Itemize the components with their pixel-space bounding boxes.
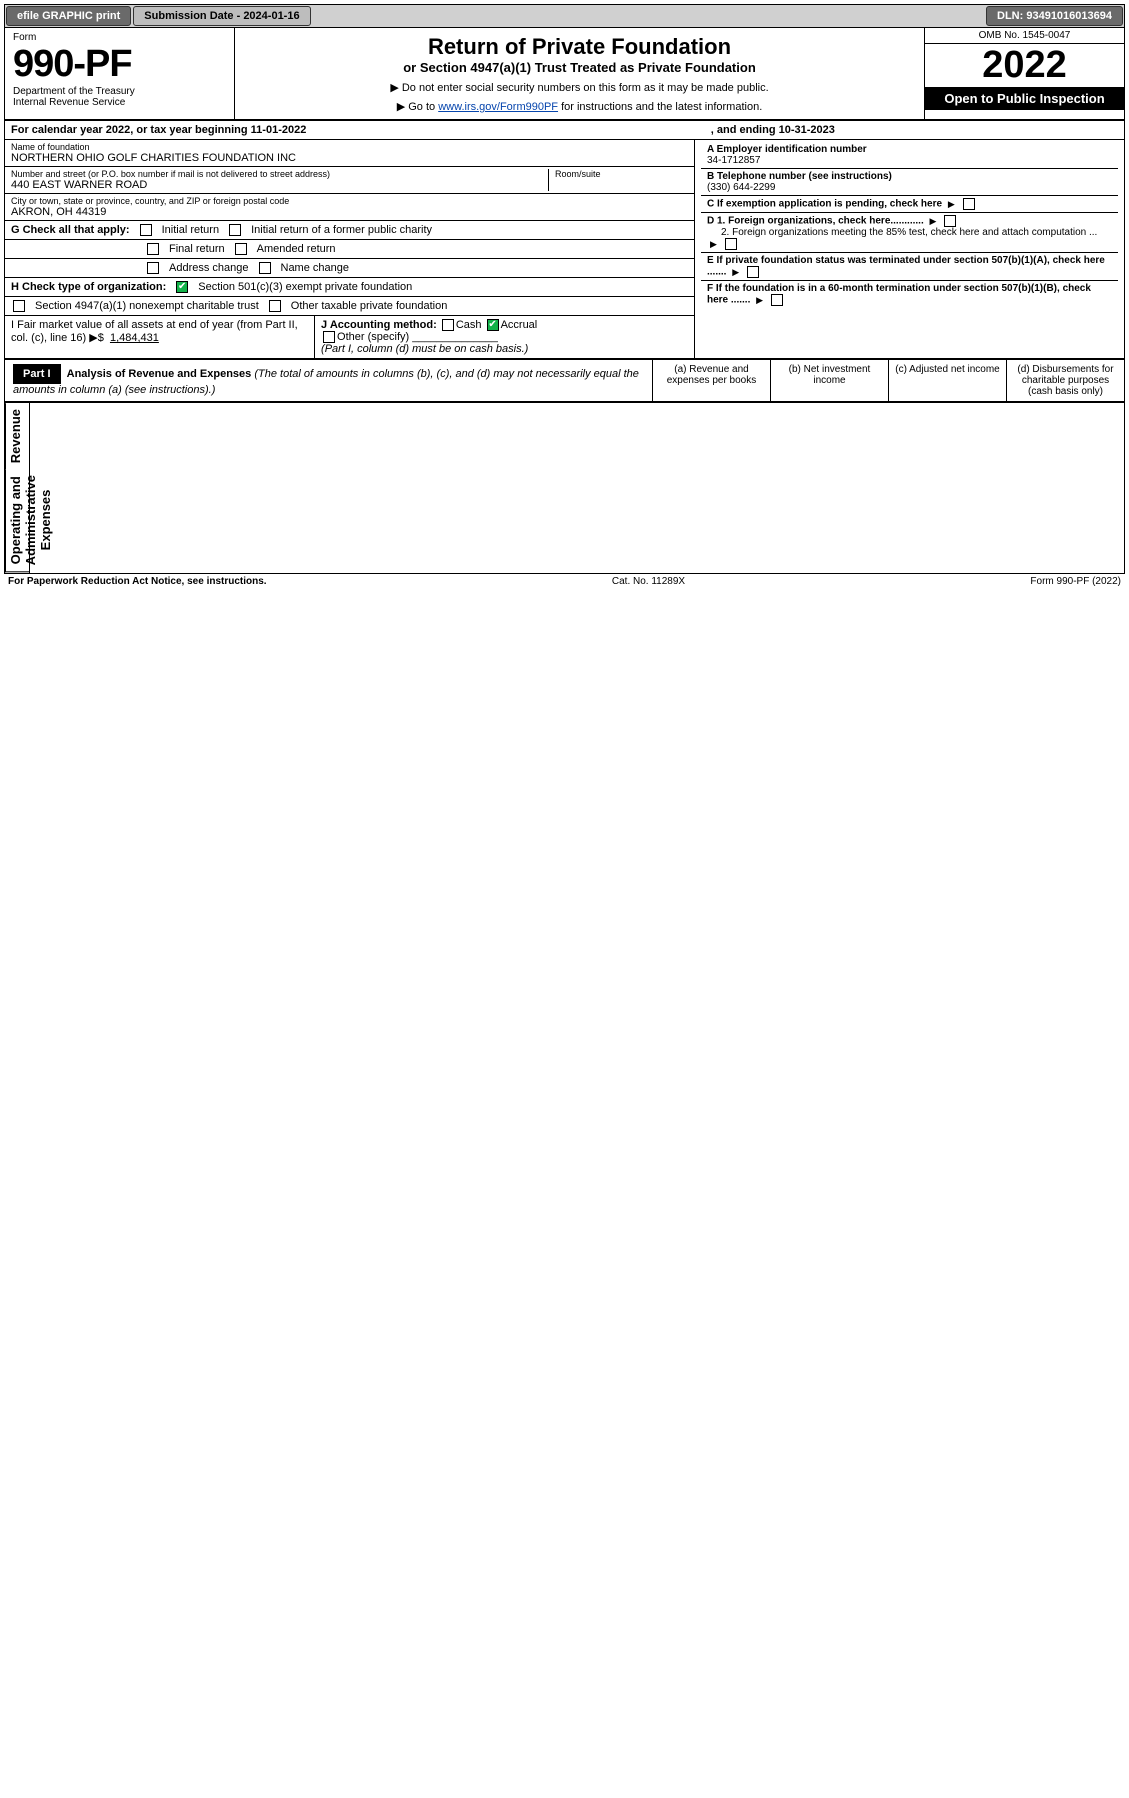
checkbox-other-tax[interactable] [269,300,281,312]
footer: For Paperwork Reduction Act Notice, see … [4,574,1125,589]
j-note: (Part I, column (d) must be on cash basi… [321,343,528,355]
checkbox-501c3[interactable] [176,281,188,293]
d1-label: D 1. Foreign organizations, check here..… [707,216,924,227]
form-number: 990-PF [13,43,226,86]
col-a-header: (a) Revenue and expenses per books [652,360,770,401]
omb-number: OMB No. 1545-0047 [925,28,1124,44]
submission-pill: Submission Date - 2024-01-16 [133,6,310,26]
g-check-row: G Check all that apply: Initial return I… [5,221,694,240]
footer-mid: Cat. No. 11289X [612,576,685,587]
irs-link[interactable]: www.irs.gov/Form990PF [438,101,558,113]
checkbox-address[interactable] [147,262,159,274]
checkbox-initial-former[interactable] [229,224,241,236]
dept-treasury: Department of the Treasury [13,86,226,97]
checkbox-final[interactable] [147,243,159,255]
address: 440 EAST WARNER ROAD [11,179,548,191]
checkbox-amended[interactable] [235,243,247,255]
part1-body: Revenue Operating and Administrative Exp… [5,403,1124,573]
c-cell: C If exemption application is pending, c… [701,196,1118,213]
address-label: Number and street (or P.O. box number if… [11,169,548,179]
checkbox-f[interactable] [771,294,783,306]
efile-pill: efile GRAPHIC print [6,6,131,26]
tax-year: 2022 [925,44,1124,87]
j-label: J Accounting method: [321,319,437,331]
expenses-side-label: Operating and Administrative Expenses [5,469,29,572]
col-c-header: (c) Adjusted net income [888,360,1006,401]
tel-cell: B Telephone number (see instructions) (3… [701,169,1118,196]
h-check-row: H Check type of organization: Section 50… [5,278,694,297]
room-label: Room/suite [555,169,688,179]
checkbox-cash[interactable] [442,319,454,331]
checkbox-d1[interactable] [944,215,956,227]
form-label: Form [13,32,226,43]
irs: Internal Revenue Service [13,97,226,108]
part1-header: Part I Analysis of Revenue and Expenses … [5,359,1124,403]
d2-label: 2. Foreign organizations meeting the 85%… [707,227,1097,238]
top-bar: efile GRAPHIC print Submission Date - 20… [5,5,1124,28]
checkbox-other-method[interactable] [323,331,335,343]
footer-right: Form 990-PF (2022) [1030,576,1121,587]
note-ssn: ▶ Do not enter social security numbers o… [243,81,916,94]
open-inspection: Open to Public Inspection [925,87,1124,110]
header: Form 990-PF Department of the Treasury I… [5,28,1124,121]
dln-pill: DLN: 93491016013694 [986,6,1123,26]
footer-left: For Paperwork Reduction Act Notice, see … [8,576,267,587]
part1-label: Part I [13,364,61,384]
calendar-year-row: For calendar year 2022, or tax year begi… [5,121,1124,140]
checkbox-d2[interactable] [725,238,737,250]
ein-cell: A Employer identification number 34-1712… [701,142,1118,169]
col-d-header: (d) Disbursements for charitable purpose… [1006,360,1124,401]
checkbox-e[interactable] [747,266,759,278]
f-label: F If the foundation is in a 60-month ter… [707,283,1091,306]
checkbox-4947[interactable] [13,300,25,312]
note-link: ▶ Go to www.irs.gov/Form990PF for instru… [243,100,916,113]
i-value: 1,484,431 [110,332,159,344]
form-title: Return of Private Foundation [243,34,916,60]
checkbox-accrual[interactable] [487,319,499,331]
form-container: efile GRAPHIC print Submission Date - 20… [4,4,1125,574]
city-cell: City or town, state or province, country… [5,194,694,221]
col-b-header: (b) Net investment income [770,360,888,401]
foundation-name-cell: Name of foundation NORTHERN OHIO GOLF CH… [5,140,694,167]
form-subtitle: or Section 4947(a)(1) Trust Treated as P… [243,60,916,75]
checkbox-c[interactable] [963,198,975,210]
checkbox-initial[interactable] [140,224,152,236]
meta-section: Name of foundation NORTHERN OHIO GOLF CH… [5,140,1124,359]
revenue-side-label: Revenue [5,403,29,469]
checkbox-name[interactable] [259,262,271,274]
e-label: E If private foundation status was termi… [707,255,1105,278]
